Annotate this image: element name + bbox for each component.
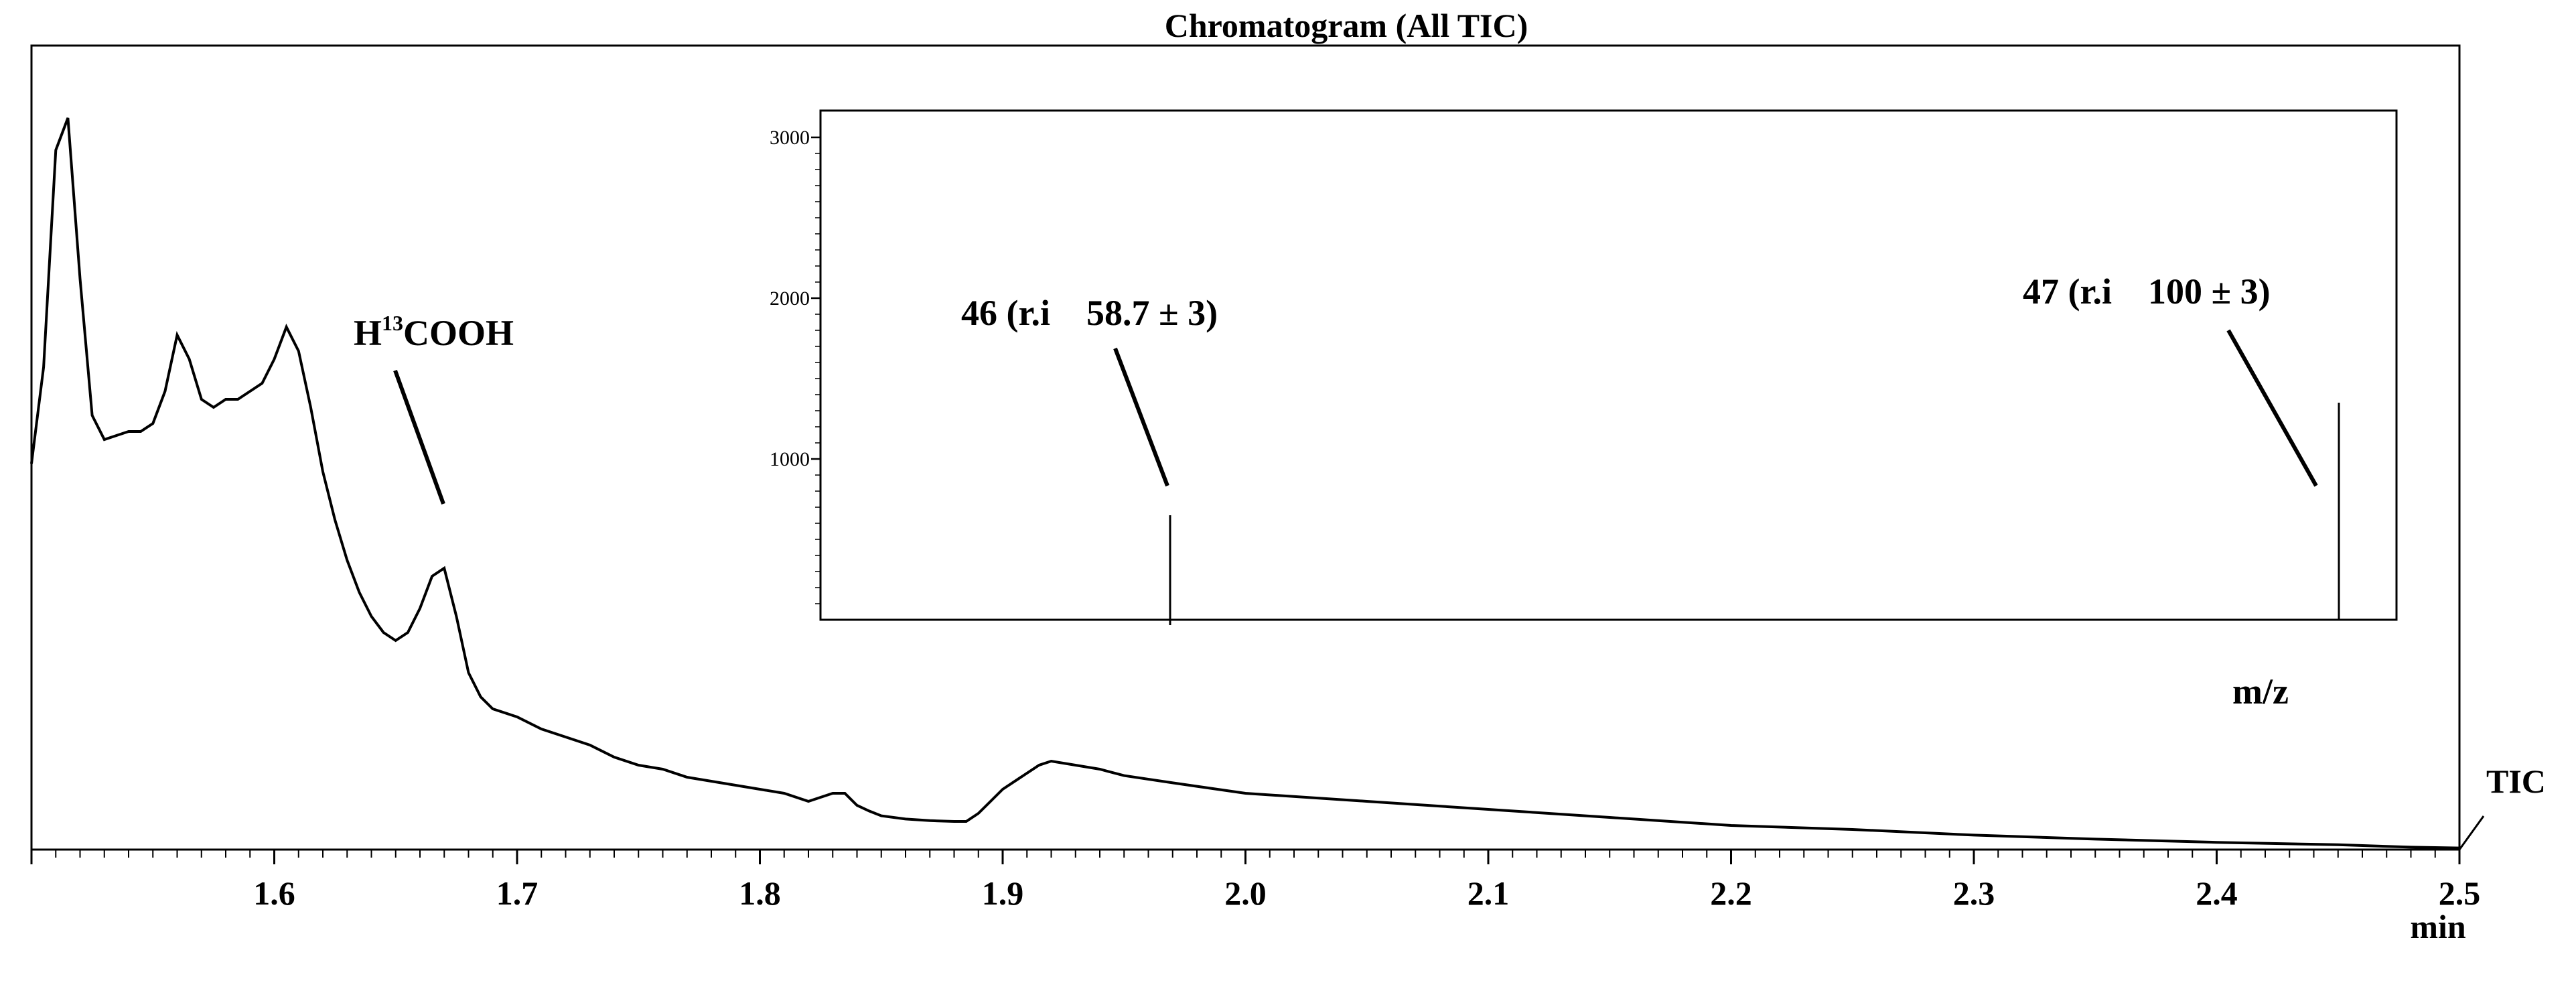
inset-y-tick-label: 3000: [770, 127, 810, 149]
x-tick-label: 1.6: [253, 874, 295, 912]
h13cooh-label: H13COOH: [354, 311, 514, 353]
tic-series-line: [30, 117, 2460, 850]
x-axis-unit-label: min: [2410, 908, 2466, 945]
inset-x-axis-label: m/z: [2232, 671, 2289, 712]
inset-y-axis: 3000 2000 1000: [770, 127, 820, 604]
peak-46-annotation: 46 (r.i 58.7 ± 3): [961, 293, 1218, 333]
inset-y-tick-label: 2000: [770, 287, 810, 310]
x-tick-label: 1.9: [982, 874, 1024, 912]
tic-tag-leader: [2458, 815, 2485, 850]
h13cooh-superscript: 13: [382, 311, 403, 335]
peak-47-annotation: 47 (r.i 100 ± 3): [2023, 271, 2271, 312]
peak-46-leader-line: [1113, 347, 1169, 487]
main-x-axis: 1.6 1.7 1.8 1.9 2.0 2.1 2.2 2.3 2.4 2.5: [30, 850, 2481, 912]
inset-y-tick-label: 1000: [770, 448, 810, 470]
peak-47-leader-line: [2226, 329, 2318, 487]
h13cooh-annotation: H13COOH: [354, 311, 514, 505]
chart-title: Chromatogram (All TIC): [1165, 7, 1528, 44]
h13cooh-base: H: [354, 313, 382, 353]
h13cooh-rest: COOH: [403, 313, 514, 353]
inset-background: [820, 111, 2396, 620]
x-tick-label: 2.3: [1953, 874, 1995, 912]
inset-bars: [1169, 403, 2340, 625]
x-tick-label: 2.4: [2196, 874, 2238, 912]
tic-series-tag: TIC: [2486, 762, 2546, 800]
inset-plot-frame: [819, 109, 2398, 621]
mass-spectrum-inset: 3000 2000 1000 46 (r.i 58.7 ± 3) 47 (r.i 1…: [770, 109, 2398, 712]
x-tick-label: 2.2: [1710, 874, 1752, 912]
x-tick-label: 2.0: [1224, 874, 1267, 912]
h13cooh-leader-line: [393, 369, 445, 505]
x-tick-label: 2.5: [2439, 874, 2481, 912]
x-tick-label: 2.1: [1468, 874, 1510, 912]
x-tick-label: 1.7: [496, 874, 539, 912]
x-tick-label: 1.8: [739, 874, 781, 912]
